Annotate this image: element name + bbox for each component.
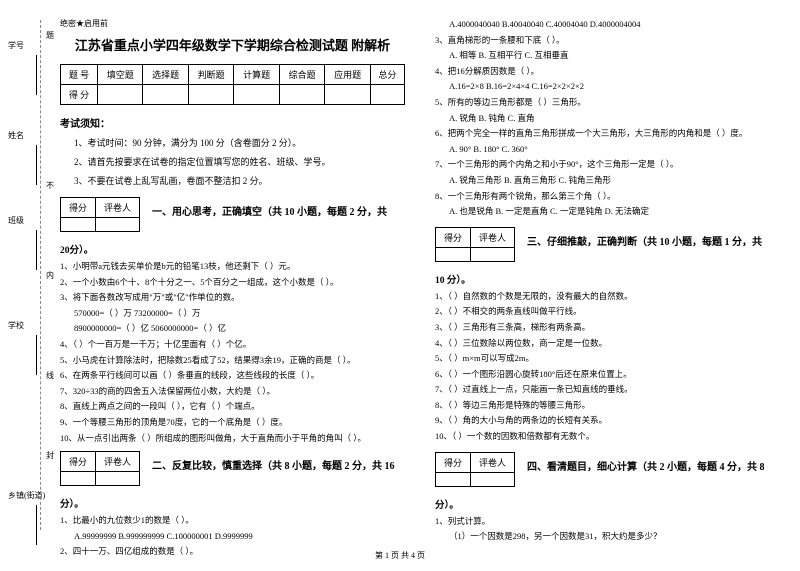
q3-2: 2、（ ）不相交的两条直线叫做平行线。 bbox=[435, 305, 780, 319]
q3-4: 4、（ ）三位数除以两位数，商一定是一位数。 bbox=[435, 337, 780, 351]
section-4-title: 四、看清题目，细心计算（共 2 小题，每题 4 分，共 8 bbox=[527, 452, 765, 473]
tr-score: 得 分 bbox=[61, 85, 98, 105]
th-num: 题 号 bbox=[61, 65, 98, 85]
q3-6: 6、（ ）一个图形沿圆心旋转180°后还在原来位置上。 bbox=[435, 368, 780, 382]
q2-6-opt: A. 90° B. 180° C. 360° bbox=[449, 143, 780, 157]
q2-8: 8、一个三角形有两个锐角，那么第三个角（ ）。 bbox=[435, 190, 780, 204]
section-2-title: 二、反复比较，慎重选择（共 8 小题，每题 2 分，共 16 bbox=[152, 451, 395, 472]
section-2-title-end: 分）。 bbox=[60, 496, 405, 510]
th-judge: 判断题 bbox=[188, 65, 233, 85]
notice-2: 2、请首先按要求在试卷的指定位置填写您的姓名、班级、学号。 bbox=[74, 155, 405, 168]
section-score-box: 得分评卷人 bbox=[435, 452, 515, 487]
notice-3: 3、不要在试卷上乱写乱画，卷面不整洁扣 2 分。 bbox=[74, 174, 405, 187]
th-app: 应用题 bbox=[325, 65, 370, 85]
q1-2: 2、一个小数由6个十、8个十分之一、5个百分之一组成，这个小数是（ ）。 bbox=[60, 276, 405, 290]
q3-7: 7、（ ）过直线上一点，只能画一条已知直线的垂线。 bbox=[435, 383, 780, 397]
section-1-title-end: 20分）。 bbox=[60, 242, 405, 256]
section-3-title-end: 10 分）。 bbox=[435, 272, 780, 286]
binding-margin: 学号 姓名 班级 学校 乡镇(街道) 题 不 内 线 封 bbox=[8, 20, 48, 530]
section-4-questions: 1、列式计算。 （1）一个因数是298，另一个因数是31，积大约是多少？ bbox=[435, 515, 780, 544]
score-table: 题 号 填空题 选择题 判断题 计算题 综合题 应用题 总分 得 分 bbox=[60, 64, 405, 105]
q1-8: 8、直线上两点之间的一段叫（ ），它有（ ）个端点。 bbox=[60, 400, 405, 414]
th-total: 总分 bbox=[370, 65, 404, 85]
q1-5: 5、小马虎在计算除法时，把除数25看成了52，结果得3余19，正确的商是（ ）。 bbox=[60, 354, 405, 368]
q1-9: 9、一个等腰三角形的顶角是70度，它的一个底角是（ ）度。 bbox=[60, 416, 405, 430]
right-column: A.4000040040 B.40040040 C.40004040 D.400… bbox=[435, 18, 780, 561]
q3-5: 5、（ ）m×m可以写成2m。 bbox=[435, 352, 780, 366]
q3-1: 1、（ ）自然数的个数是无限的，没有最大的自然数。 bbox=[435, 290, 780, 304]
section-1-questions: 1、小明带a元钱去买单价是b元的铅笔13枝，他还剩下（ ）元。 2、一个小数由6… bbox=[60, 260, 405, 445]
section-3-questions: 1、（ ）自然数的个数是无限的，没有最大的自然数。 2、（ ）不相交的两条直线叫… bbox=[435, 290, 780, 444]
section-score-box: 得分评卷人 bbox=[60, 451, 140, 486]
left-column: 绝密★启用前 江苏省重点小学四年级数学下学期综合检测试题 附解析 题 号 填空题… bbox=[60, 18, 405, 561]
paper-title: 江苏省重点小学四年级数学下学期综合检测试题 附解析 bbox=[60, 35, 405, 54]
q4-1a: （1）一个因数是298，另一个因数是31，积大约是多少？ bbox=[449, 530, 780, 544]
q1-10: 10、从一点引出两条（ ）所组成的图形叫做角，大于直角而小于平角的角叫（ ）。 bbox=[60, 432, 405, 446]
q1-7: 7、320÷33的商的四舍五入法保留两位小数，大约是（ ）。 bbox=[60, 385, 405, 399]
q3-3: 3、（ ）三角形有三条高，梯形有两条高。 bbox=[435, 321, 780, 335]
q1-3: 3、将下面各数改写成用"万"或"亿"作单位的数。 bbox=[60, 291, 405, 305]
q2-3-opt: A. 相等 B. 互相平行 C. 互相垂直 bbox=[449, 49, 780, 63]
fold-line bbox=[40, 20, 41, 530]
q2-1-opt: A.99999999 B.999999999 C.100000001 D.999… bbox=[74, 530, 405, 544]
notice-list: 1、考试时间：90 分钟，满分为 100 分（含卷面分 2 分）。 2、请首先按… bbox=[74, 136, 405, 187]
th-comp: 综合题 bbox=[279, 65, 324, 85]
q4-1: 1、列式计算。 bbox=[435, 515, 780, 529]
q2-5-opt: A. 锐角 B. 钝角 C. 直角 bbox=[449, 112, 780, 126]
label-school: 学校 bbox=[8, 320, 24, 331]
label-student-id: 学号 bbox=[8, 40, 24, 51]
q1-6: 6、在两条平行线间可以画（ ）条垂直的线段，这些线段的长度（ ）。 bbox=[60, 369, 405, 383]
section-4-title-end: 分）。 bbox=[435, 497, 780, 511]
section-1-title: 一、用心思考，正确填空（共 10 小题，每题 2 分，共 bbox=[152, 197, 387, 218]
q2-5: 5、所有的等边三角形都是（ ）三角形。 bbox=[435, 96, 780, 110]
q1-3a: 570000=（ ）万 73200000=（ ）万 bbox=[74, 307, 405, 321]
section-score-box: 得分评卷人 bbox=[435, 227, 515, 262]
q2-1: 1、比最小的九位数少1的数是（ ）。 bbox=[60, 514, 405, 528]
q2-8-opt: A. 也是锐角 B. 一定是直角 C. 一定是钝角 D. 无法确定 bbox=[449, 205, 780, 219]
th-fill: 填空题 bbox=[97, 65, 142, 85]
q3-10: 10、（ ）一个数的因数和倍数都有无数个。 bbox=[435, 430, 780, 444]
q2-6: 6、把两个完全一样的直角三角形拼成一个大三角形，大三角形的内角和是（ ）度。 bbox=[435, 127, 780, 141]
secret-label: 绝密★启用前 bbox=[60, 18, 405, 29]
section-3-title: 三、仔细推敲，正确判断（共 10 小题，每题 1 分，共 bbox=[527, 227, 762, 248]
label-name: 姓名 bbox=[8, 130, 24, 141]
q1-4: 4、（ ）个一百万是一千万；十亿里面有（ ）个亿。 bbox=[60, 338, 405, 352]
notice-1: 1、考试时间：90 分钟，满分为 100 分（含卷面分 2 分）。 bbox=[74, 136, 405, 149]
q2-3: 3、直角梯形的一条腰和下底（ ）。 bbox=[435, 34, 780, 48]
section-score-box: 得分评卷人 bbox=[60, 197, 140, 232]
q2-4: 4、把16分解质因数是（ ）。 bbox=[435, 65, 780, 79]
q3-8: 8、（ ）等边三角形是特殊的等腰三角形。 bbox=[435, 399, 780, 413]
label-class: 班级 bbox=[8, 215, 24, 226]
th-choice: 选择题 bbox=[143, 65, 188, 85]
notice-title: 考试须知： bbox=[60, 115, 405, 130]
q3-9: 9、（ ）角的大小与角的两条边的长短有关系。 bbox=[435, 414, 780, 428]
q1-3b: 8900000000=（ ）亿 5060000000=（ ）亿 bbox=[74, 322, 405, 336]
q2-7: 7、一个三角形的两个内角之和小于90°，这个三角形一定是（ ）。 bbox=[435, 158, 780, 172]
page-footer: 第 1 页 共 4 页 bbox=[0, 550, 800, 561]
th-calc: 计算题 bbox=[234, 65, 279, 85]
q2-7-opt: A. 锐角三角形 B. 直角三角形 C. 钝角三角形 bbox=[449, 174, 780, 188]
q2-4-opt: A.16=2×8 B.16=2×4×4 C.16=2×2×2×2 bbox=[449, 80, 780, 94]
q2-2-opt: A.4000040040 B.40040040 C.40004040 D.400… bbox=[449, 18, 780, 32]
q1-1: 1、小明带a元钱去买单价是b元的铅笔13枝，他还剩下（ ）元。 bbox=[60, 260, 405, 274]
